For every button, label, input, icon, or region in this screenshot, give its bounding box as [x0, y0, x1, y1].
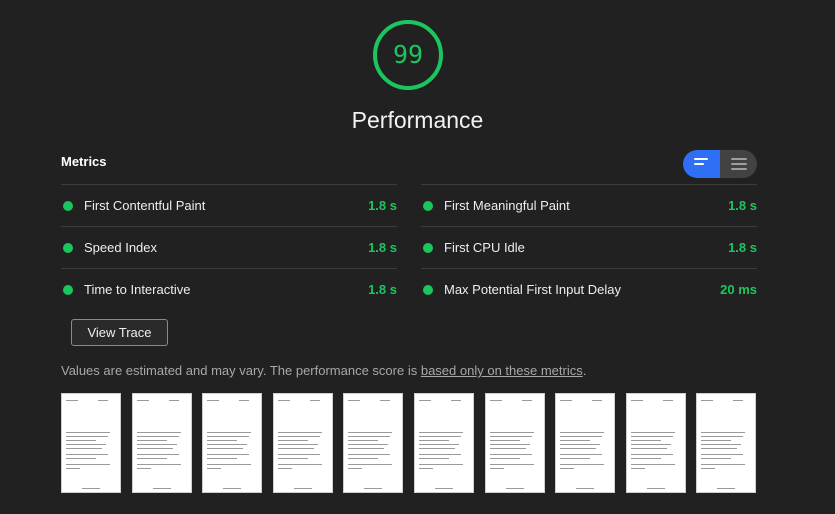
- pass-status-icon: [63, 285, 73, 295]
- metric-label: Max Potential First Input Delay: [444, 282, 622, 297]
- view-trace-button[interactable]: View Trace: [71, 319, 168, 346]
- filmstrip-frame: [273, 393, 333, 493]
- pass-status-icon: [63, 201, 73, 211]
- metric-value: 1.8 s: [368, 198, 397, 213]
- filmstrip-frame: [696, 393, 756, 493]
- metric-row: First Meaningful Paint 1.8 s: [421, 184, 757, 226]
- list-detail-icon: [731, 158, 747, 173]
- filmstrip-frame: [132, 393, 192, 493]
- filmstrip: [61, 393, 757, 493]
- metrics-column-right: First Meaningful Paint 1.8 s First CPU I…: [421, 184, 757, 310]
- score-gauge-ring: [373, 20, 443, 90]
- filmstrip-frame: [414, 393, 474, 493]
- metric-value: 20 ms: [720, 282, 757, 297]
- filmstrip-frame: [343, 393, 403, 493]
- metric-row: Max Potential First Input Delay 20 ms: [421, 268, 757, 310]
- metric-label: First Meaningful Paint: [444, 198, 570, 213]
- pass-status-icon: [423, 285, 433, 295]
- filmstrip-frame: [202, 393, 262, 493]
- metric-value: 1.8 s: [728, 198, 757, 213]
- score-gauge: 99: [372, 19, 444, 91]
- metric-row: First Contentful Paint 1.8 s: [61, 184, 397, 226]
- metric-label: First CPU Idle: [444, 240, 525, 255]
- metric-value: 1.8 s: [368, 282, 397, 297]
- metrics-link[interactable]: based only on these metrics: [420, 363, 583, 378]
- category-title: Performance: [351, 107, 484, 133]
- filmstrip-frame: [61, 393, 121, 493]
- filmstrip-frame: [485, 393, 545, 493]
- filmstrip-frame: [555, 393, 615, 493]
- metric-row: First CPU Idle 1.8 s: [421, 226, 757, 268]
- estimate-note: Values are estimated and may vary. The p…: [61, 363, 586, 378]
- detail-view-button[interactable]: [720, 150, 757, 178]
- pass-status-icon: [423, 243, 433, 253]
- metric-value: 1.8 s: [368, 240, 397, 255]
- metric-row: Time to Interactive 1.8 s: [61, 268, 397, 310]
- metric-label: Time to Interactive: [84, 282, 191, 297]
- metrics-heading: Metrics: [61, 154, 107, 169]
- summary-view-button[interactable]: [683, 150, 720, 178]
- pass-status-icon: [63, 243, 73, 253]
- note-suffix: .: [582, 363, 587, 378]
- metrics-view-toggle: [683, 150, 757, 178]
- metric-label: First Contentful Paint: [84, 198, 206, 213]
- metric-label: Speed Index: [84, 240, 158, 255]
- metric-value: 1.8 s: [728, 240, 757, 255]
- pass-status-icon: [423, 201, 433, 211]
- list-summary-icon: [694, 158, 708, 168]
- metric-row: Speed Index 1.8 s: [61, 226, 397, 268]
- score-value: 99: [392, 40, 424, 69]
- note-text: Values are estimated and may vary. The p…: [61, 363, 421, 378]
- filmstrip-frame: [626, 393, 686, 493]
- metrics-column-left: First Contentful Paint 1.8 s Speed Index…: [61, 184, 397, 310]
